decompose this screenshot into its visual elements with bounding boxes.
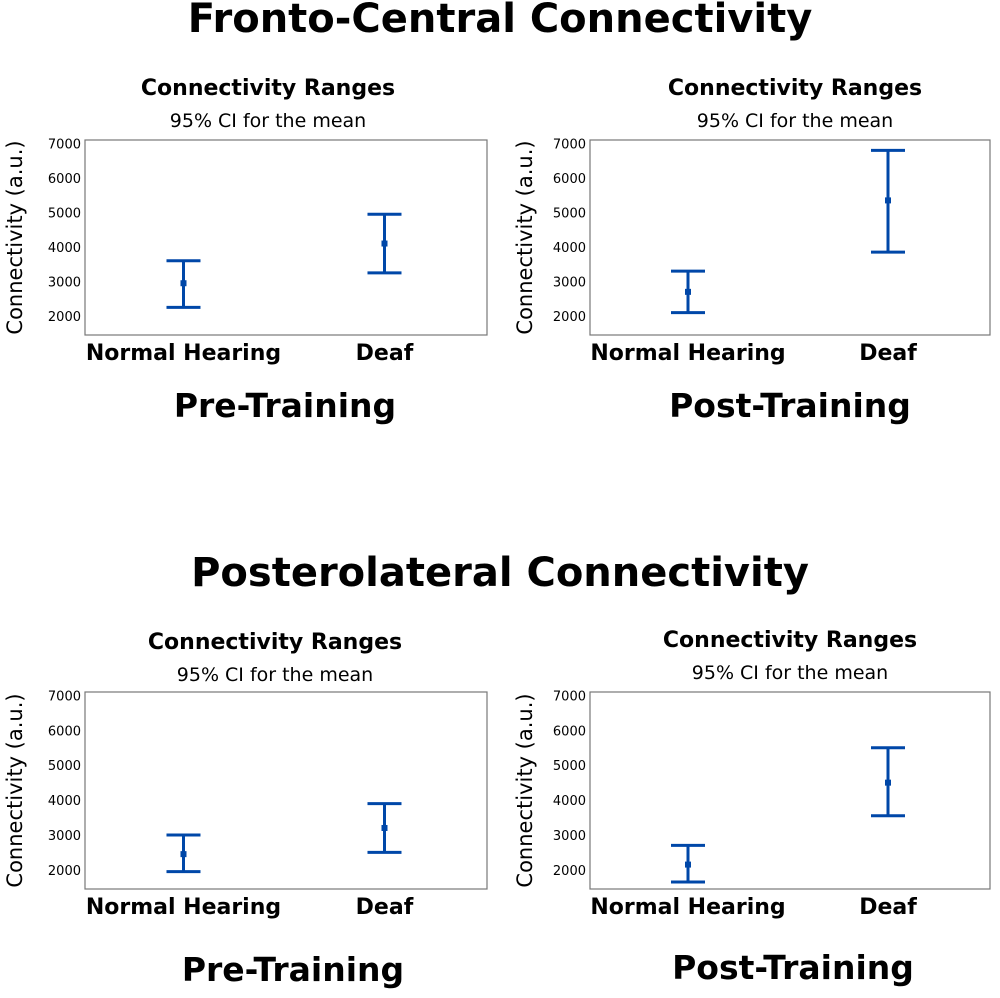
- y-tick-label: 3000: [48, 829, 81, 844]
- plot-frame: [589, 139, 991, 336]
- stage-label: Pre-Training: [173, 386, 397, 425]
- y-tick-label: 7000: [553, 137, 586, 152]
- y-tick-label: 4000: [553, 241, 586, 256]
- y-tick-label: 2000: [48, 864, 81, 879]
- stage-label: Post-Training: [672, 948, 914, 987]
- y-axis-label: Connectivity (a.u.): [3, 693, 27, 887]
- mean-marker: [885, 779, 891, 786]
- y-tick-label: 4000: [553, 794, 586, 809]
- y-tick-label: 6000: [48, 724, 81, 739]
- y-tick-label: 5000: [48, 206, 81, 221]
- chart-plot: 2000 3000 4000 5000 6000 7000 Connectivity (a.…: [3, 689, 488, 920]
- y-axis-label: Connectivity (a.u.): [3, 140, 27, 334]
- y-tick-label: 6000: [48, 172, 81, 187]
- x-category-label: Normal Hearing: [86, 895, 281, 920]
- chart-panel-posterolateral-pre: Connectivity Ranges 95% CI for the mean …: [0, 622, 500, 989]
- mean-marker: [381, 240, 388, 247]
- y-tick-label: 6000: [553, 724, 586, 739]
- y-tick-label: 2000: [553, 310, 586, 325]
- chart-subtitle: 95% CI for the mean: [176, 664, 374, 686]
- chart-plot: 2000 3000 4000 5000 6000 7000 Connectivity (a.…: [3, 137, 488, 366]
- x-category-label: Normal Hearing: [86, 341, 281, 366]
- x-category-label: Normal Hearing: [590, 895, 785, 920]
- stage-label: Pre-Training: [181, 950, 405, 989]
- chart-panel-fronto-central-post: Connectivity Ranges 95% CI for the mean …: [510, 72, 1000, 425]
- y-tick-label: 4000: [48, 241, 81, 256]
- chart-panel-fronto-central-pre: Connectivity Ranges 95% CI for the mean …: [0, 72, 500, 425]
- section-title-posterolateral: Posterolateral Connectivity: [191, 550, 809, 596]
- mean-marker: [685, 861, 691, 868]
- errorbar-deaf: [871, 148, 905, 254]
- chart-title: Connectivity Ranges: [140, 76, 396, 101]
- chart-plot: 2000 3000 4000 5000 6000 7000 Connectivity (a.…: [513, 689, 991, 920]
- errorbar-normal-hearing: [166, 833, 201, 874]
- chart-title: Connectivity Ranges: [662, 628, 918, 653]
- chart-title: Connectivity Ranges: [147, 630, 403, 655]
- x-category-label: Deaf: [859, 895, 917, 920]
- x-category-label: Deaf: [356, 341, 414, 366]
- chart-subtitle: 95% CI for the mean: [696, 110, 894, 132]
- x-category-label: Deaf: [859, 341, 917, 366]
- y-tick-label: 3000: [553, 276, 586, 291]
- y-tick-label: 2000: [553, 864, 586, 879]
- y-tick-label: 3000: [553, 829, 586, 844]
- y-tick-label: 6000: [553, 172, 586, 187]
- chart-title: Connectivity Ranges: [667, 76, 923, 101]
- stage-label: Post-Training: [669, 386, 911, 425]
- errorbar-deaf: [367, 802, 402, 854]
- y-tick-label: 5000: [553, 759, 586, 774]
- y-tick-label: 3000: [48, 276, 81, 291]
- y-tick-label: 7000: [48, 689, 81, 704]
- chart-subtitle: 95% CI for the mean: [691, 662, 889, 684]
- x-category-label: Deaf: [356, 895, 414, 920]
- chart-subtitle: 95% CI for the mean: [169, 110, 367, 132]
- mean-marker: [885, 197, 891, 204]
- section-title-fronto-central: Fronto-Central Connectivity: [187, 0, 813, 42]
- mean-marker: [180, 280, 187, 287]
- mean-marker: [381, 824, 388, 831]
- plot-frame: [589, 691, 991, 890]
- mean-marker: [180, 851, 187, 858]
- mean-marker: [685, 288, 691, 295]
- y-axis-label: Connectivity (a.u.): [513, 140, 537, 334]
- errorbar-deaf: [367, 212, 402, 275]
- plot-frame: [84, 139, 488, 336]
- y-tick-label: 7000: [553, 689, 586, 704]
- y-axis-label: Connectivity (a.u.): [513, 693, 537, 887]
- y-tick-label: 2000: [48, 310, 81, 325]
- y-tick-label: 5000: [48, 759, 81, 774]
- y-tick-label: 5000: [553, 206, 586, 221]
- errorbar-deaf: [871, 746, 905, 818]
- plot-frame: [84, 691, 488, 890]
- chart-panel-posterolateral-post: Connectivity Ranges 95% CI for the mean …: [510, 622, 1000, 987]
- errorbar-normal-hearing: [166, 259, 201, 309]
- errorbar-normal-hearing: [671, 843, 705, 884]
- errorbar-normal-hearing: [671, 269, 705, 315]
- y-tick-label: 7000: [48, 137, 81, 152]
- x-category-label: Normal Hearing: [590, 341, 785, 366]
- chart-plot: 2000 3000 4000 5000 6000 7000 Connectivity (a.…: [513, 137, 991, 366]
- y-tick-label: 4000: [48, 794, 81, 809]
